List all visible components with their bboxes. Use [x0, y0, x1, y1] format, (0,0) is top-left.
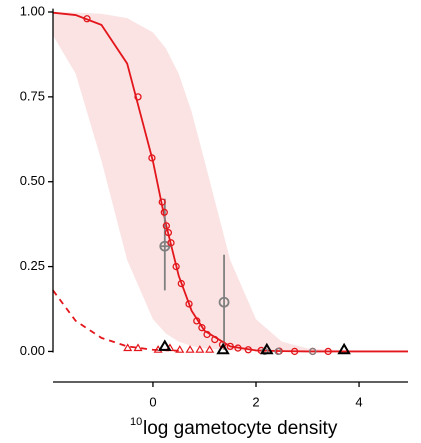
- triangle-point: [216, 342, 230, 355]
- error-point: [159, 240, 171, 252]
- point: [185, 300, 193, 308]
- x-axis-label: log gametocyte density: [143, 418, 338, 439]
- fitted-curve: [52, 11, 408, 353]
- triangle-point: [260, 342, 274, 355]
- triangle-point: [337, 342, 351, 355]
- point: [290, 347, 299, 356]
- error-point: [218, 296, 230, 308]
- confidence-band: [53, 11, 408, 352]
- point: [234, 344, 242, 352]
- point: [134, 93, 142, 101]
- point: [198, 324, 206, 332]
- x-label-superscript: 10: [130, 416, 142, 428]
- triangle-point: [195, 345, 205, 353]
- x-tick-label: 4: [355, 394, 362, 409]
- point: [148, 154, 156, 162]
- point: [218, 341, 227, 349]
- y-tick-label: 0.50: [20, 173, 45, 188]
- point: [158, 198, 166, 206]
- point: [274, 347, 282, 356]
- dashed-curve: [52, 289, 179, 352]
- point: [164, 228, 173, 237]
- x-tick-label: 2: [252, 394, 259, 409]
- point: [160, 208, 168, 216]
- triangle-point: [123, 343, 133, 352]
- point: [211, 335, 219, 344]
- point: [244, 346, 252, 354]
- y-tick-label: 0.75: [20, 88, 45, 103]
- y-tick-label: 0.00: [20, 343, 45, 358]
- triangle-point: [205, 345, 215, 353]
- point: [324, 347, 332, 356]
- point: [83, 15, 91, 23]
- triangle-point: [158, 339, 172, 351]
- triangle-point: [133, 343, 143, 352]
- y-tick-label: 1.00: [20, 3, 45, 18]
- point: [167, 239, 175, 247]
- point: [226, 342, 234, 351]
- point: [193, 317, 201, 325]
- x-tick-label: 0: [149, 394, 156, 409]
- point: [203, 330, 211, 339]
- point: [172, 262, 180, 271]
- point: [309, 347, 317, 356]
- y-tick-label: 0.25: [20, 258, 45, 273]
- point: [177, 279, 185, 288]
- point: [162, 222, 171, 230]
- triangle-point: [175, 345, 185, 353]
- plot-area: 0.00 0.25 0.50 0.75 1.00 0 2 4: [20, 3, 408, 409]
- triangle-point: [185, 345, 195, 353]
